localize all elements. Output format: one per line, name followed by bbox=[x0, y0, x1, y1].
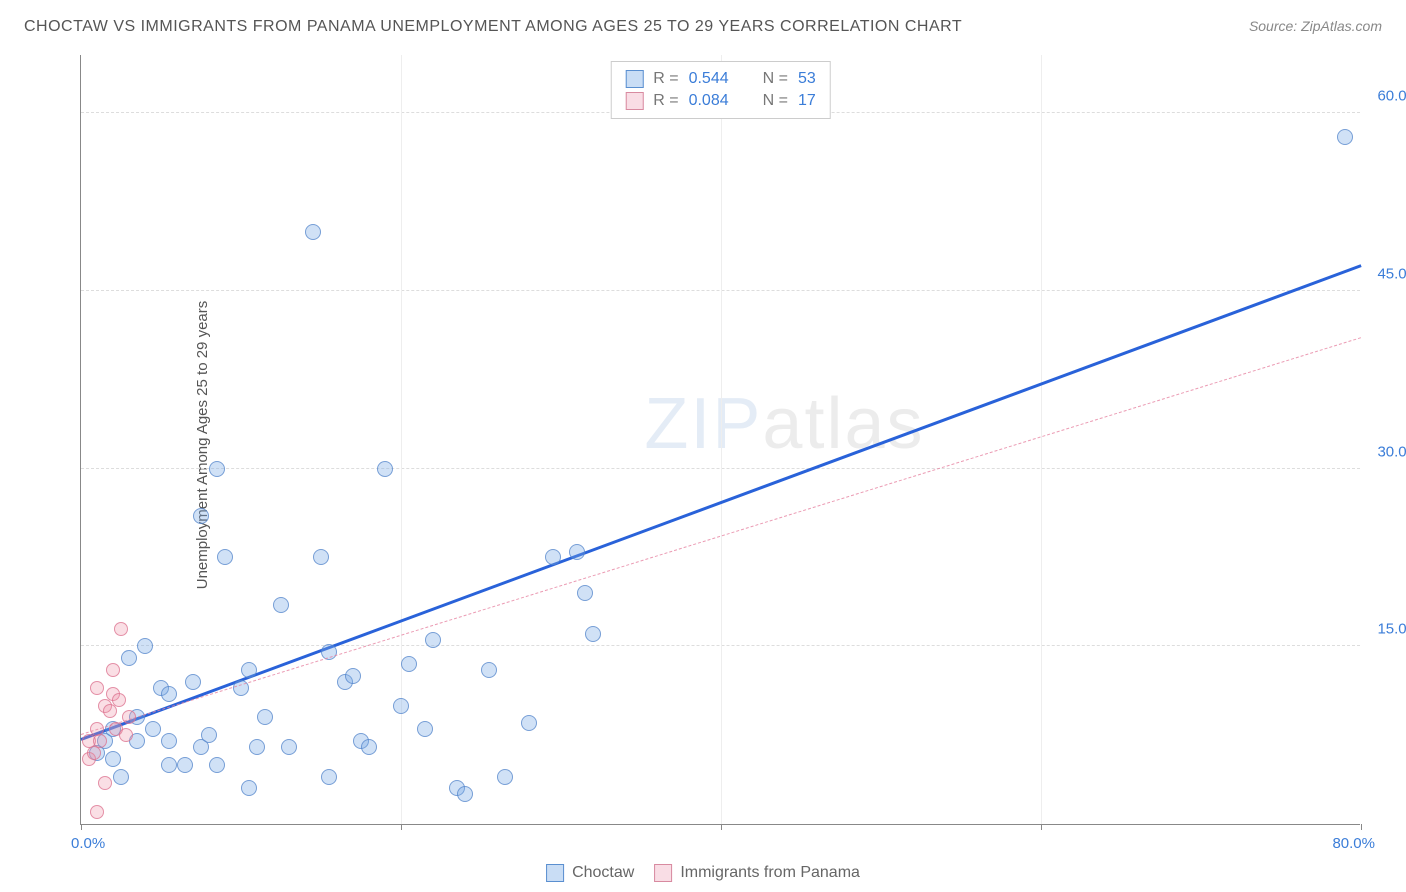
data-point bbox=[119, 728, 133, 742]
x-tick bbox=[1041, 824, 1042, 830]
data-point bbox=[305, 224, 321, 240]
chart-area: Unemployment Among Ages 25 to 29 years R… bbox=[50, 55, 1370, 835]
data-point bbox=[361, 739, 377, 755]
data-point bbox=[112, 693, 126, 707]
data-point bbox=[161, 757, 177, 773]
data-point bbox=[137, 638, 153, 654]
data-point bbox=[114, 622, 128, 636]
data-point bbox=[417, 721, 433, 737]
data-point bbox=[209, 461, 225, 477]
legend-label: Immigrants from Panama bbox=[680, 864, 860, 882]
data-point bbox=[401, 656, 417, 672]
data-point bbox=[161, 733, 177, 749]
data-point bbox=[521, 715, 537, 731]
data-point bbox=[90, 805, 104, 819]
data-point bbox=[281, 739, 297, 755]
data-point bbox=[105, 751, 121, 767]
data-point bbox=[122, 710, 136, 724]
data-point bbox=[113, 769, 129, 785]
data-point bbox=[313, 549, 329, 565]
plot-region: R = 0.544 N = 53 R = 0.084 N = 17 ZIPatl… bbox=[80, 55, 1360, 825]
gridline bbox=[1041, 55, 1042, 824]
data-point bbox=[185, 674, 201, 690]
swatch-icon bbox=[625, 92, 643, 110]
header: CHOCTAW VS IMMIGRANTS FROM PANAMA UNEMPL… bbox=[0, 0, 1406, 44]
n-label: N = bbox=[763, 70, 788, 88]
data-point bbox=[257, 709, 273, 725]
data-point bbox=[457, 786, 473, 802]
data-point bbox=[569, 544, 585, 560]
y-tick-label: 15.0% bbox=[1377, 621, 1406, 638]
series-legend: Choctaw Immigrants from Panama bbox=[546, 864, 860, 882]
data-point bbox=[249, 739, 265, 755]
data-point bbox=[481, 662, 497, 678]
data-point bbox=[377, 461, 393, 477]
n-label: N = bbox=[763, 92, 788, 110]
y-tick-label: 60.0% bbox=[1377, 88, 1406, 105]
data-point bbox=[201, 727, 217, 743]
r-value: 0.544 bbox=[689, 70, 729, 88]
data-point bbox=[145, 721, 161, 737]
x-tick bbox=[1361, 824, 1362, 830]
x-axis-min-label: 0.0% bbox=[71, 835, 105, 852]
legend-row: R = 0.544 N = 53 bbox=[625, 68, 816, 90]
watermark-thin: atlas bbox=[762, 384, 924, 464]
chart-title: CHOCTAW VS IMMIGRANTS FROM PANAMA UNEMPL… bbox=[24, 18, 962, 36]
data-point bbox=[217, 549, 233, 565]
swatch-icon bbox=[625, 70, 643, 88]
watermark: ZIPatlas bbox=[644, 383, 924, 465]
data-point bbox=[241, 780, 257, 796]
data-point bbox=[161, 686, 177, 702]
swatch-icon bbox=[546, 864, 564, 882]
legend-label: Choctaw bbox=[572, 864, 634, 882]
data-point bbox=[497, 769, 513, 785]
r-value: 0.084 bbox=[689, 92, 729, 110]
data-point bbox=[1337, 129, 1353, 145]
data-point bbox=[577, 585, 593, 601]
data-point bbox=[393, 698, 409, 714]
data-point bbox=[345, 668, 361, 684]
y-tick-label: 30.0% bbox=[1377, 443, 1406, 460]
correlation-legend: R = 0.544 N = 53 R = 0.084 N = 17 bbox=[610, 61, 831, 119]
data-point bbox=[241, 662, 257, 678]
data-point bbox=[321, 769, 337, 785]
legend-item: Immigrants from Panama bbox=[654, 864, 860, 882]
legend-item: Choctaw bbox=[546, 864, 634, 882]
x-tick bbox=[721, 824, 722, 830]
x-axis-max-label: 80.0% bbox=[1332, 835, 1375, 852]
data-point bbox=[545, 549, 561, 565]
data-point bbox=[425, 632, 441, 648]
data-point bbox=[585, 626, 601, 642]
data-point bbox=[121, 650, 137, 666]
data-point bbox=[98, 776, 112, 790]
data-point bbox=[90, 681, 104, 695]
data-point bbox=[93, 734, 107, 748]
n-value: 17 bbox=[798, 92, 816, 110]
swatch-icon bbox=[654, 864, 672, 882]
source-attribution: Source: ZipAtlas.com bbox=[1249, 18, 1382, 34]
x-tick bbox=[401, 824, 402, 830]
data-point bbox=[273, 597, 289, 613]
watermark-bold: ZIP bbox=[644, 384, 762, 464]
data-point bbox=[193, 508, 209, 524]
legend-row: R = 0.084 N = 17 bbox=[625, 90, 816, 112]
gridline bbox=[721, 55, 722, 824]
data-point bbox=[103, 704, 117, 718]
r-label: R = bbox=[653, 92, 678, 110]
y-tick-label: 45.0% bbox=[1377, 265, 1406, 282]
x-tick bbox=[81, 824, 82, 830]
r-label: R = bbox=[653, 70, 678, 88]
n-value: 53 bbox=[798, 70, 816, 88]
data-point bbox=[209, 757, 225, 773]
data-point bbox=[106, 663, 120, 677]
data-point bbox=[177, 757, 193, 773]
